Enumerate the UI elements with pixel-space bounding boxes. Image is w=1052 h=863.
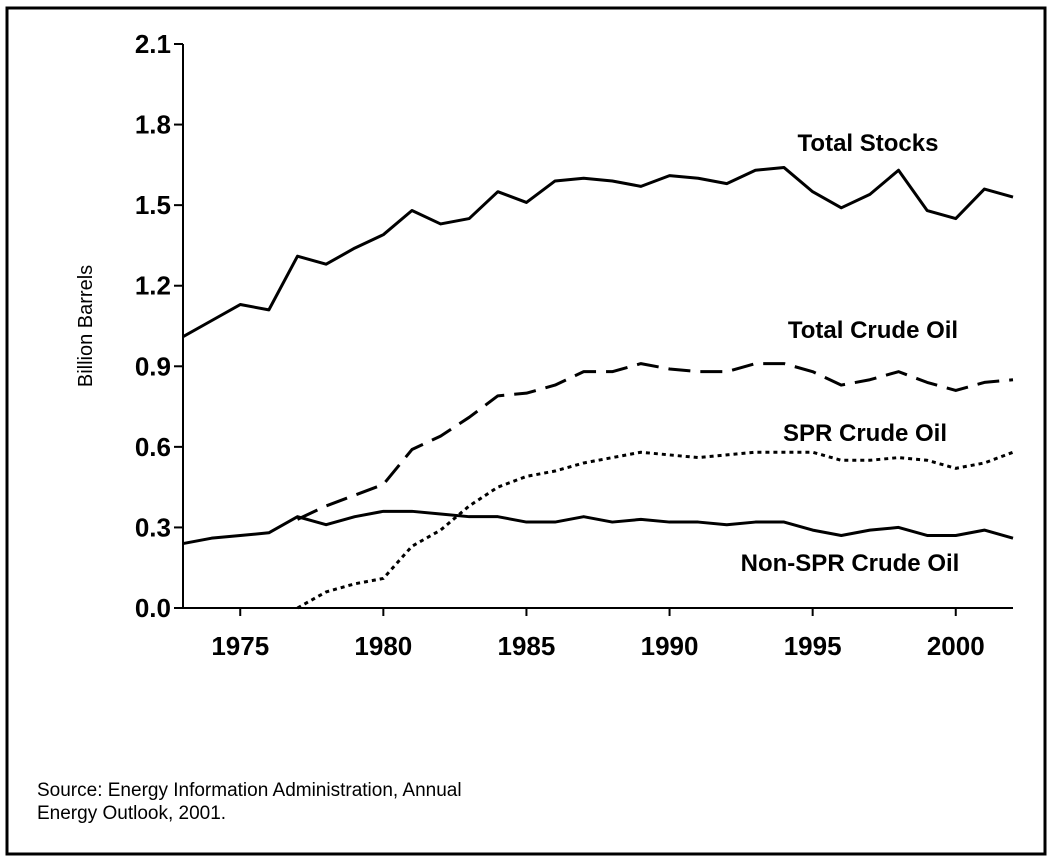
x-tick-label: 1990: [641, 631, 699, 661]
y-tick-label: 2.1: [135, 29, 171, 59]
series-label: Total Stocks: [798, 130, 939, 157]
y-tick-label: 0.3: [135, 512, 171, 542]
x-tick-label: 1985: [498, 631, 556, 661]
y-tick-label: 0.0: [135, 593, 171, 623]
x-tick-label: 1975: [211, 631, 269, 661]
series-label: SPR Crude Oil: [783, 420, 947, 447]
y-tick-label: 1.5: [135, 190, 171, 220]
x-tick-label: 1995: [784, 631, 842, 661]
series-line: [296, 450, 1014, 610]
source: Energy Outlook, 2001.: [37, 803, 226, 824]
y-tick-label: 1.2: [135, 271, 171, 301]
y-tick-label: 0.6: [135, 432, 171, 462]
frame: [5, 6, 1047, 856]
source: Source: Energy Information Administratio…: [37, 780, 462, 801]
y-tick-label: 0.9: [135, 351, 171, 381]
series-label: Non-SPR Crude Oil: [741, 550, 960, 577]
series-label: Total Crude Oil: [788, 317, 958, 344]
series-line: [296, 362, 1014, 521]
y-tick-label: 1.8: [135, 110, 171, 140]
x-tick-label: 1980: [354, 631, 412, 661]
series-line: [182, 166, 1014, 339]
y-axis-label: Billion Barrels: [75, 265, 97, 387]
series-line: [182, 509, 1014, 546]
x-tick-label: 2000: [927, 631, 985, 661]
